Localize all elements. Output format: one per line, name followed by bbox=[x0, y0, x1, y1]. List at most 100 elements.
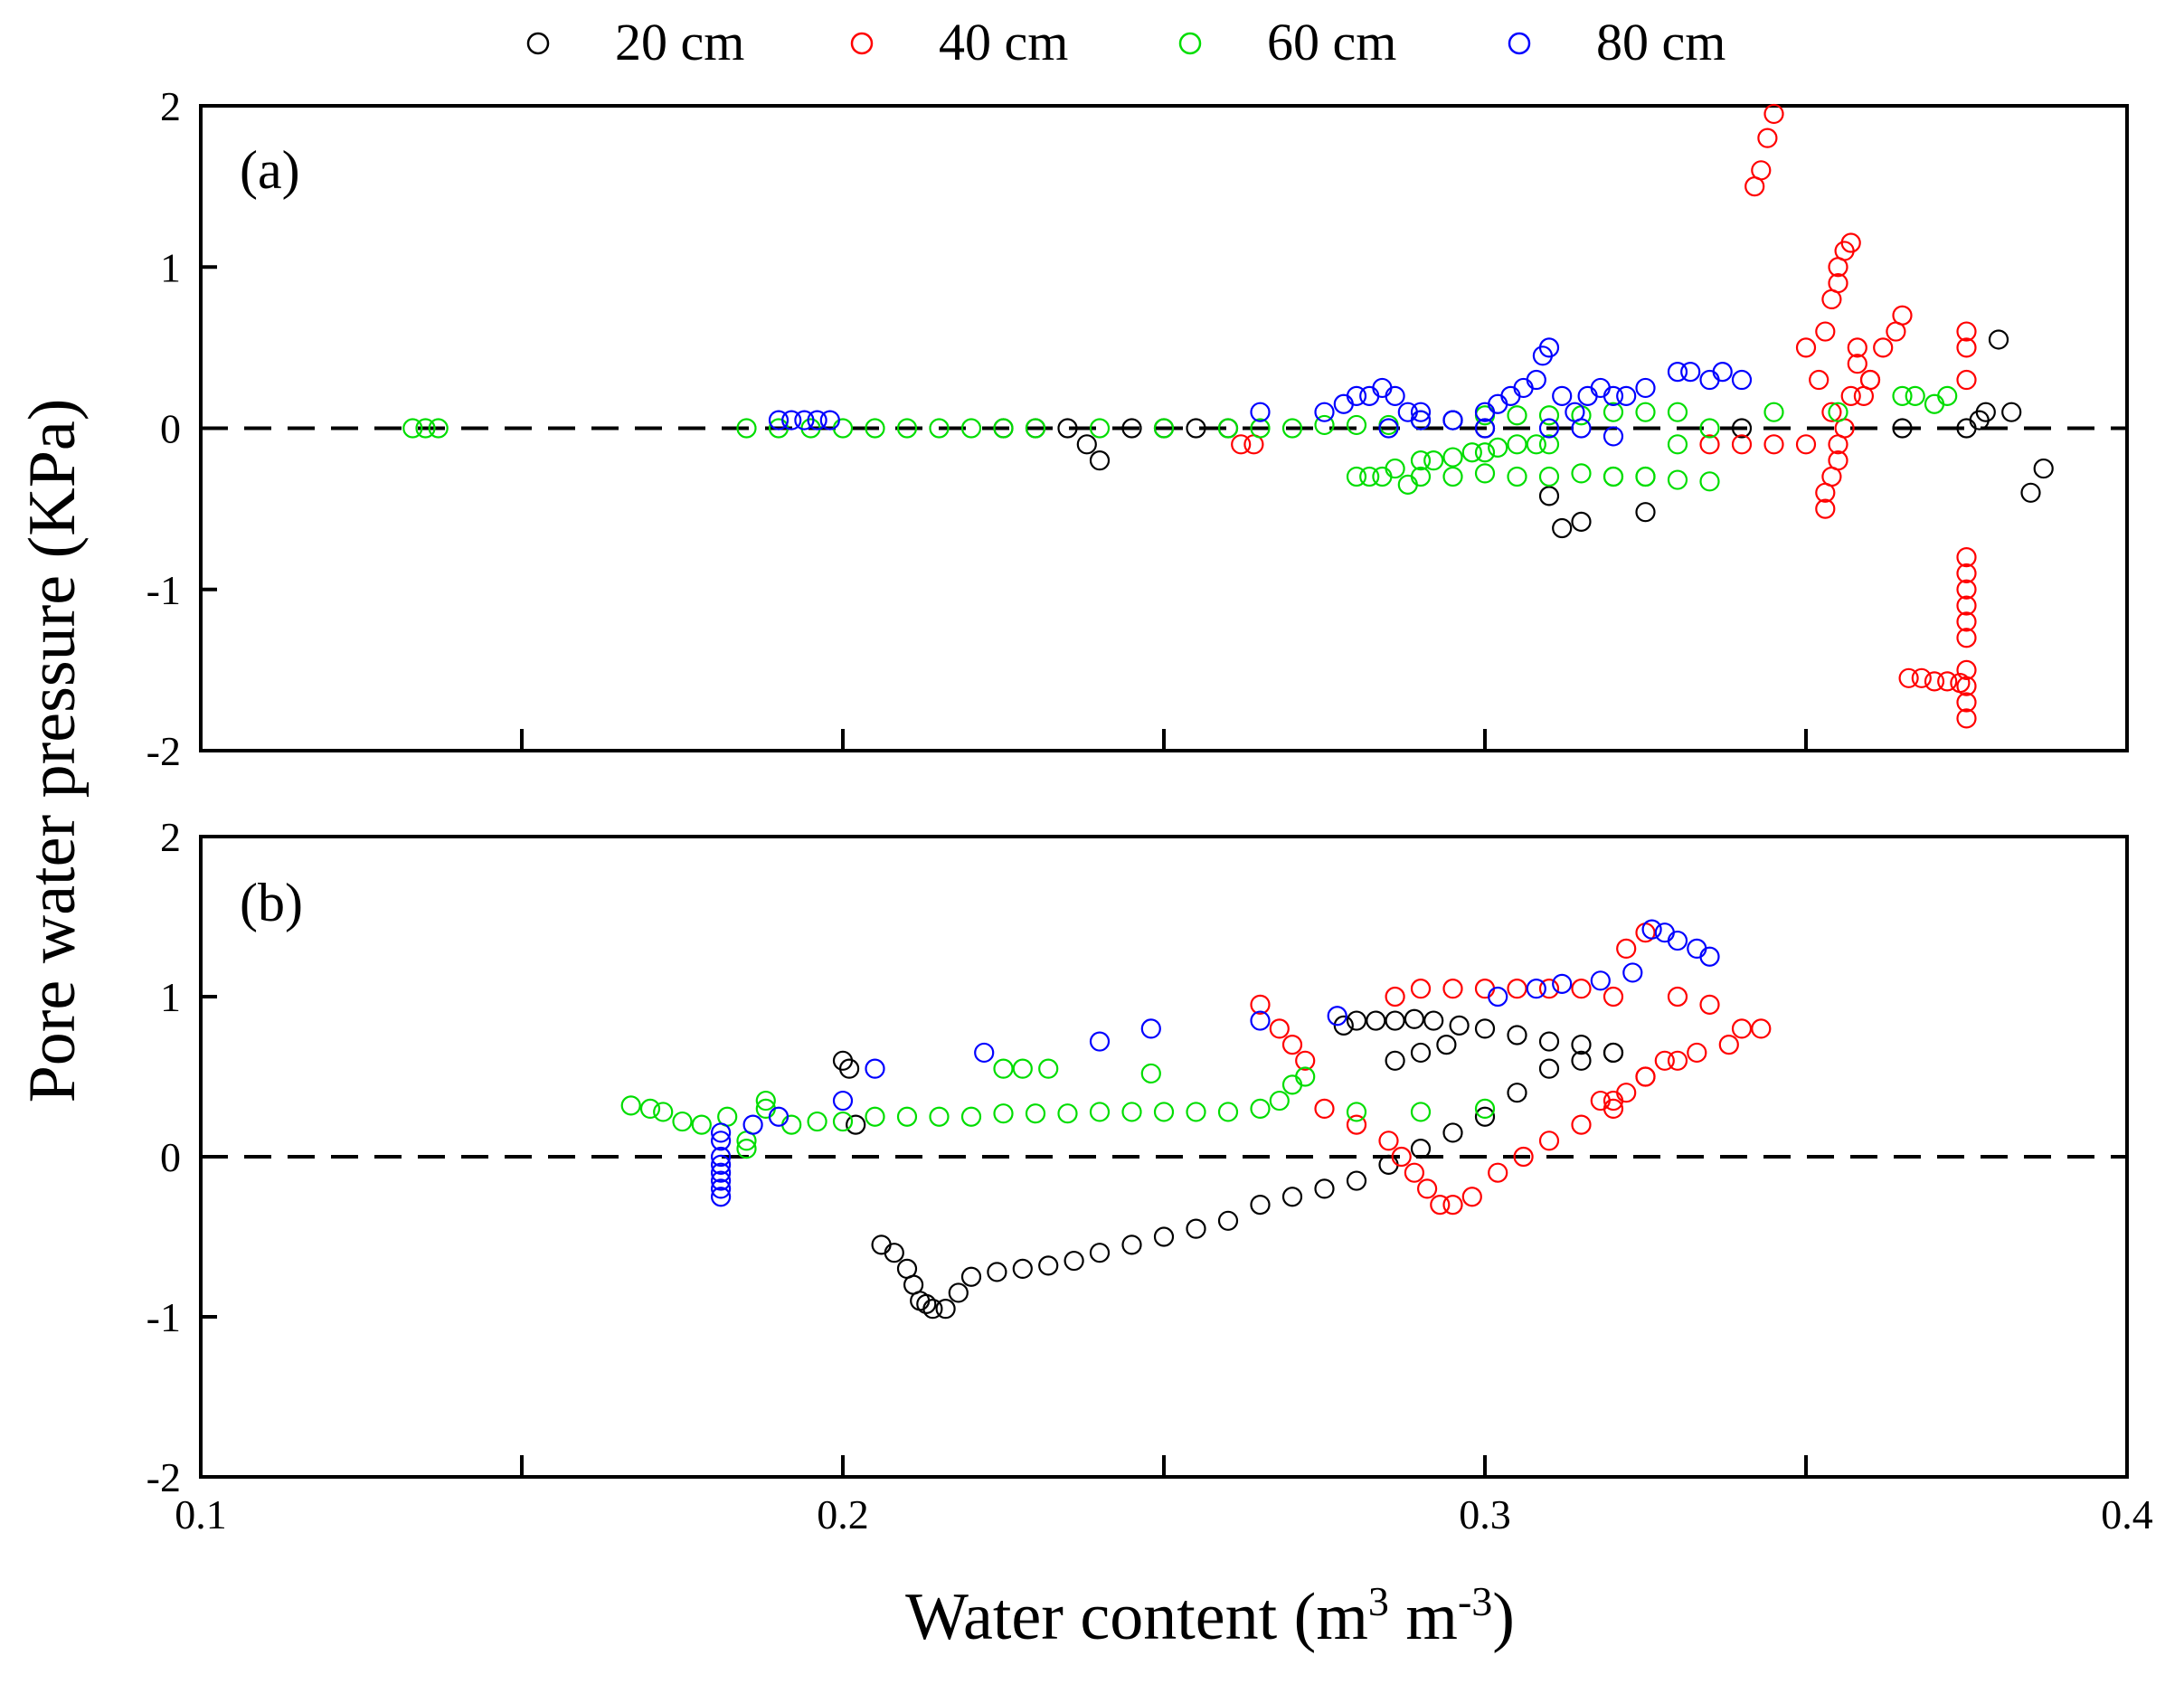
data-point bbox=[1699, 471, 1720, 492]
legend: 20 cm 40 cm 60 cm 80 cm bbox=[526, 13, 1725, 71]
y-tick-label: 1 bbox=[160, 974, 181, 1020]
data-point bbox=[1526, 979, 1546, 999]
data-point bbox=[1757, 128, 1778, 148]
data-point bbox=[1905, 385, 1925, 406]
data-point bbox=[1654, 1050, 1675, 1071]
data-point bbox=[1590, 1090, 1611, 1112]
data-point bbox=[865, 1106, 885, 1127]
data-point bbox=[1281, 418, 1303, 439]
data-point bbox=[1385, 1050, 1405, 1071]
data-point bbox=[2033, 458, 2054, 479]
data-point bbox=[1616, 385, 1637, 406]
data-point bbox=[1616, 1083, 1637, 1103]
data-point bbox=[1281, 1187, 1303, 1207]
legend-label-20cm: 20 cm bbox=[615, 13, 744, 71]
data-point bbox=[1089, 1102, 1111, 1122]
data-point bbox=[1526, 369, 1546, 391]
data-point bbox=[1731, 434, 1753, 455]
data-point bbox=[960, 1106, 982, 1127]
data-point bbox=[1847, 337, 1867, 358]
data-point bbox=[1474, 418, 1496, 439]
data-point bbox=[1571, 1050, 1592, 1071]
data-point bbox=[768, 410, 789, 430]
data-point bbox=[1474, 463, 1496, 484]
data-point bbox=[1892, 305, 1913, 326]
data-point bbox=[1507, 466, 1527, 487]
data-point bbox=[1892, 385, 1913, 406]
data-point bbox=[1937, 671, 1958, 692]
data-point bbox=[1295, 1050, 1316, 1071]
data-point bbox=[1590, 970, 1611, 991]
data-point bbox=[1956, 546, 1977, 568]
data-point bbox=[710, 1187, 732, 1207]
data-point bbox=[710, 1146, 732, 1168]
data-point bbox=[1038, 1255, 1059, 1276]
data-point bbox=[1538, 486, 1560, 506]
data-point bbox=[1404, 1162, 1425, 1183]
data-point bbox=[1121, 1102, 1142, 1122]
data-point bbox=[807, 1111, 827, 1132]
data-point bbox=[1423, 450, 1444, 471]
data-point bbox=[428, 418, 449, 439]
data-point bbox=[710, 1170, 732, 1191]
data-point bbox=[710, 1178, 732, 1199]
data-point bbox=[1859, 369, 1881, 391]
data-point bbox=[1442, 466, 1463, 487]
data-point bbox=[1956, 563, 1977, 584]
data-point bbox=[1956, 611, 1977, 632]
data-point bbox=[1654, 922, 1675, 943]
data-point bbox=[1314, 402, 1335, 422]
data-point bbox=[1153, 1102, 1175, 1122]
y-tick-label: 0 bbox=[160, 1134, 181, 1180]
data-point bbox=[639, 1098, 661, 1120]
data-point bbox=[1892, 418, 1913, 439]
data-point bbox=[1346, 1170, 1367, 1191]
data-point bbox=[1667, 1050, 1688, 1071]
data-point bbox=[1538, 337, 1560, 358]
data-point bbox=[1507, 434, 1527, 455]
data-point bbox=[1346, 1114, 1367, 1135]
data-point bbox=[1828, 272, 1848, 294]
data-point bbox=[1269, 1090, 1290, 1112]
data-point bbox=[1603, 1098, 1624, 1120]
data-point bbox=[1603, 402, 1624, 422]
data-point bbox=[1217, 1210, 1239, 1231]
data-point bbox=[620, 1095, 641, 1116]
x-tick-label: 0.4 bbox=[2101, 1491, 2153, 1537]
y-tick-label: 2 bbox=[160, 83, 181, 129]
data-point bbox=[922, 1299, 943, 1320]
data-point bbox=[755, 1090, 776, 1112]
data-point bbox=[2020, 482, 2041, 503]
data-point bbox=[1410, 1139, 1432, 1159]
data-point bbox=[1538, 434, 1560, 455]
data-point bbox=[1410, 410, 1432, 430]
data-point bbox=[1089, 1031, 1111, 1052]
data-point bbox=[1667, 434, 1688, 455]
data-point bbox=[710, 1162, 732, 1183]
data-point bbox=[1449, 1015, 1470, 1036]
y-tick-label: -2 bbox=[147, 1454, 181, 1500]
data-point bbox=[896, 1106, 918, 1127]
data-point bbox=[1391, 1146, 1412, 1168]
data-point bbox=[1571, 1114, 1592, 1135]
data-point bbox=[1763, 434, 1784, 455]
data-point bbox=[1442, 410, 1463, 430]
data-point bbox=[1937, 385, 1958, 406]
data-point bbox=[1038, 1058, 1059, 1079]
data-point bbox=[1635, 1066, 1656, 1087]
data-point bbox=[1687, 938, 1707, 960]
y-tick-label: 2 bbox=[160, 814, 181, 860]
legend-marker-40cm bbox=[850, 32, 874, 55]
data-point bbox=[1359, 466, 1380, 487]
data-point bbox=[1057, 1103, 1078, 1124]
series-60cm bbox=[402, 385, 1958, 495]
data-point bbox=[1089, 1243, 1111, 1263]
data-point bbox=[1012, 1258, 1033, 1280]
data-point bbox=[1667, 930, 1688, 951]
data-point bbox=[1507, 405, 1527, 426]
data-point bbox=[1840, 232, 1861, 253]
panel-label: (a) bbox=[240, 140, 300, 200]
data-point bbox=[1474, 1018, 1496, 1039]
x-tick-label: 0.2 bbox=[817, 1491, 869, 1537]
